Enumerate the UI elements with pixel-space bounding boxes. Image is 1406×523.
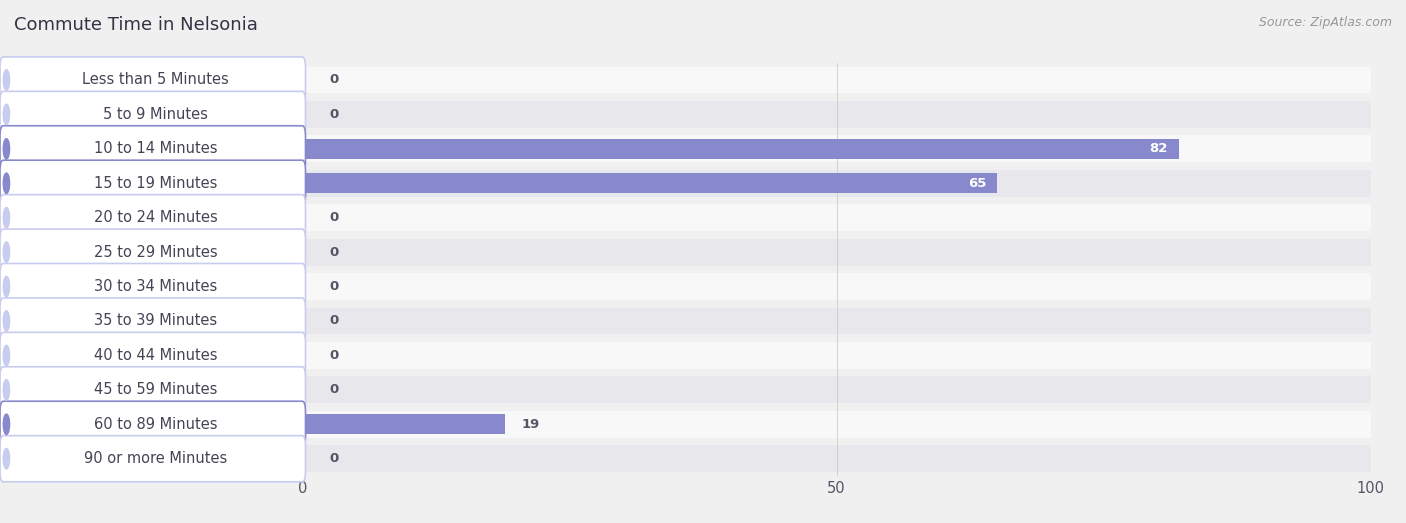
Circle shape: [3, 380, 10, 400]
Text: 19: 19: [522, 418, 540, 431]
FancyBboxPatch shape: [0, 160, 305, 207]
Text: 30 to 34 Minutes: 30 to 34 Minutes: [94, 279, 217, 294]
Text: Source: ZipAtlas.com: Source: ZipAtlas.com: [1258, 16, 1392, 29]
Bar: [302, 139, 1178, 159]
Text: 0: 0: [329, 246, 339, 259]
Text: 65: 65: [967, 177, 986, 190]
Bar: [302, 308, 1371, 334]
Circle shape: [3, 208, 10, 228]
Circle shape: [3, 276, 10, 297]
Text: 0: 0: [329, 452, 339, 465]
Text: 0: 0: [329, 73, 339, 86]
Text: 40 to 44 Minutes: 40 to 44 Minutes: [94, 348, 217, 363]
Bar: [302, 414, 505, 435]
Text: 0: 0: [329, 211, 339, 224]
FancyBboxPatch shape: [0, 195, 305, 241]
FancyBboxPatch shape: [0, 436, 305, 482]
Bar: [302, 273, 1371, 300]
FancyBboxPatch shape: [0, 126, 305, 172]
Circle shape: [3, 139, 10, 159]
Text: 20 to 24 Minutes: 20 to 24 Minutes: [94, 210, 218, 225]
Circle shape: [3, 173, 10, 194]
Bar: [302, 377, 1371, 403]
FancyBboxPatch shape: [0, 229, 305, 275]
Bar: [302, 238, 1371, 266]
Text: 82: 82: [1150, 142, 1168, 155]
Text: 0: 0: [329, 280, 339, 293]
Text: 0: 0: [329, 108, 339, 121]
Text: 0: 0: [329, 314, 339, 327]
Circle shape: [3, 70, 10, 90]
Bar: [302, 342, 1371, 369]
Bar: [302, 445, 1371, 472]
Circle shape: [3, 242, 10, 263]
Text: 35 to 39 Minutes: 35 to 39 Minutes: [94, 313, 217, 328]
Bar: [302, 135, 1371, 162]
Bar: [302, 170, 1371, 197]
Text: Commute Time in Nelsonia: Commute Time in Nelsonia: [14, 16, 257, 33]
Circle shape: [3, 449, 10, 469]
FancyBboxPatch shape: [0, 332, 305, 379]
FancyBboxPatch shape: [0, 92, 305, 138]
Text: 25 to 29 Minutes: 25 to 29 Minutes: [94, 245, 218, 259]
Circle shape: [3, 104, 10, 124]
Circle shape: [3, 414, 10, 435]
FancyBboxPatch shape: [0, 367, 305, 413]
Text: 60 to 89 Minutes: 60 to 89 Minutes: [94, 417, 217, 432]
Text: 15 to 19 Minutes: 15 to 19 Minutes: [94, 176, 217, 191]
Circle shape: [3, 311, 10, 331]
Bar: [302, 66, 1371, 94]
Bar: [302, 411, 1371, 438]
Text: 45 to 59 Minutes: 45 to 59 Minutes: [94, 382, 217, 397]
FancyBboxPatch shape: [0, 298, 305, 344]
FancyBboxPatch shape: [0, 57, 305, 103]
Text: 90 or more Minutes: 90 or more Minutes: [84, 451, 226, 466]
FancyBboxPatch shape: [0, 401, 305, 447]
Circle shape: [3, 345, 10, 366]
Bar: [302, 173, 997, 194]
Bar: [302, 204, 1371, 231]
Bar: [302, 101, 1371, 128]
Text: 5 to 9 Minutes: 5 to 9 Minutes: [103, 107, 208, 122]
FancyBboxPatch shape: [0, 264, 305, 310]
Text: 0: 0: [329, 349, 339, 362]
Text: Less than 5 Minutes: Less than 5 Minutes: [82, 73, 229, 87]
Text: 10 to 14 Minutes: 10 to 14 Minutes: [94, 141, 217, 156]
Text: 0: 0: [329, 383, 339, 396]
